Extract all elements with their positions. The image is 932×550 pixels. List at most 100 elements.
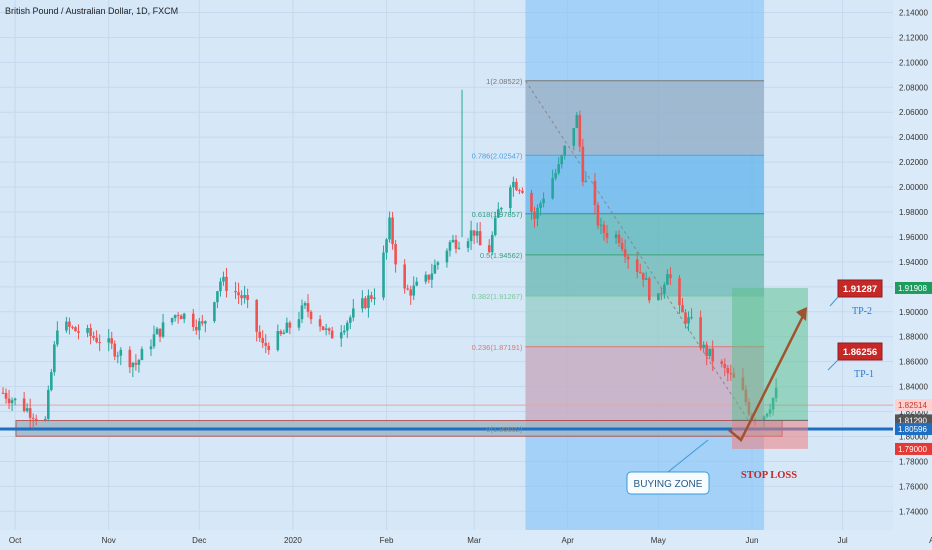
candle-up (560, 154, 563, 169)
candle-up (182, 312, 186, 324)
candle-down (234, 281, 237, 300)
candle-up (300, 299, 304, 324)
y-tick-label: 1.78000 (899, 457, 928, 466)
fib-level-label: 1(2.08522) (486, 77, 523, 86)
candle-down (98, 334, 101, 352)
candle-down (22, 391, 26, 413)
candle-down (4, 388, 8, 404)
price-tag: 1.79000 (895, 442, 932, 455)
price-axis-panel (893, 0, 932, 550)
candle-down (68, 317, 71, 335)
candle-up (349, 315, 352, 330)
candle-down (113, 340, 117, 361)
candle-up (708, 348, 711, 360)
candle-down (487, 239, 491, 253)
candle-down (158, 328, 162, 343)
fib-level-label: 0(1.80602) (486, 425, 523, 434)
candle-up (170, 317, 174, 326)
tp2-callout: 1.91287 TP-2 (829, 279, 883, 317)
candle-up (149, 339, 153, 357)
fib-band (525, 213, 765, 255)
candle-up (107, 329, 110, 352)
annotations: BUYING ZONE STOP LOSS 1.91287 TP-2 1.86256 TP… (626, 279, 883, 495)
svg-text:1.86256: 1.86256 (843, 347, 877, 358)
candle-down (720, 359, 724, 368)
candle-up (512, 176, 515, 197)
price-tag: 1.82514 (895, 399, 932, 412)
candle-up (536, 204, 539, 227)
price-tag: 1.91908 (895, 281, 932, 294)
y-tick-label: 1.74000 (899, 507, 928, 516)
candle-down (478, 221, 482, 246)
candle-down (723, 358, 727, 377)
candle-up (13, 397, 17, 406)
candle-up (436, 260, 440, 270)
candle-up (361, 290, 364, 313)
x-tick-label: Jun (746, 536, 759, 545)
candle-up (204, 320, 207, 333)
y-tick-label: 1.96000 (899, 233, 928, 242)
candle-down (225, 267, 228, 298)
candle-down (581, 138, 585, 187)
fib-band (525, 295, 765, 347)
candle-up (445, 248, 449, 268)
candle-up (161, 313, 165, 339)
candle-down (1, 387, 5, 395)
candle-up (490, 231, 494, 256)
candle-up (43, 416, 47, 422)
candle-up (663, 282, 666, 299)
candle-up (324, 323, 328, 336)
candle-up (86, 324, 89, 338)
candle-down (678, 275, 681, 314)
candle-down (7, 389, 11, 410)
fib-band (525, 346, 765, 429)
candle-down (620, 237, 624, 252)
x-tick-label: 2020 (284, 536, 302, 545)
candle-up (509, 184, 512, 213)
fib-level-label: 0.786(2.02547) (472, 151, 523, 160)
candle-up (614, 231, 618, 245)
candle-down (593, 172, 597, 215)
long-position-tool (732, 287, 808, 449)
candle-up (388, 211, 391, 243)
price-tag: 1.80596 (895, 423, 932, 436)
time-axis-panel (0, 530, 932, 550)
candle-down (406, 284, 409, 291)
candle-down (409, 285, 412, 305)
candle-down (626, 254, 630, 269)
y-tick-label: 1.86000 (899, 358, 928, 367)
candle-up (25, 403, 29, 413)
candle-down (194, 319, 198, 335)
candle-down (191, 308, 195, 332)
candle-up (690, 308, 693, 320)
candle-up (276, 324, 280, 352)
candle-up (542, 192, 545, 208)
y-tick-label: 1.90000 (899, 308, 928, 317)
candle-up (469, 220, 473, 250)
candle-down (681, 298, 684, 313)
svg-text:1.79000: 1.79000 (898, 445, 927, 454)
candle-up (373, 288, 376, 306)
candle-down (34, 414, 38, 426)
candle-down (134, 354, 138, 371)
candle-down (179, 314, 183, 320)
svg-text:1.91908: 1.91908 (898, 284, 927, 293)
candle-up (131, 361, 135, 378)
candle-up (345, 320, 349, 338)
candles (1, 89, 778, 429)
candle-up (213, 301, 216, 324)
candle-up (433, 259, 437, 275)
candle-up (173, 314, 177, 322)
candle-down (578, 110, 582, 153)
candle-up (116, 351, 120, 364)
candle-down (309, 310, 313, 325)
candle-up (644, 271, 648, 280)
fib-level-label: 0.618(1.97857) (472, 210, 523, 219)
candle-up (451, 234, 455, 244)
candle-up (50, 368, 53, 392)
candle-down (306, 294, 310, 318)
candle-down (240, 290, 243, 306)
svg-text:1.82514: 1.82514 (898, 401, 927, 410)
candle-down (602, 220, 606, 241)
